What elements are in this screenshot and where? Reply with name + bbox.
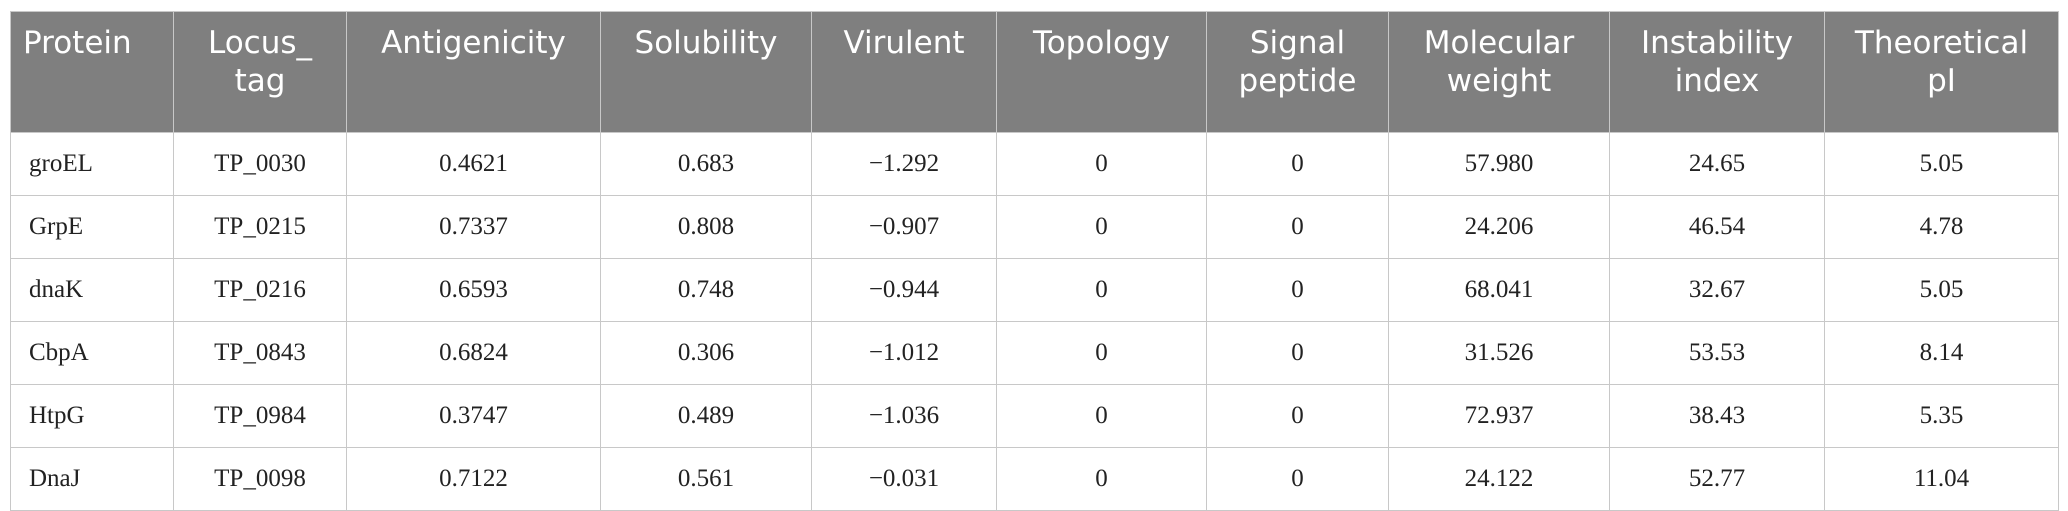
table-cell: 0.306 [600, 321, 812, 385]
table-cell: 0 [1206, 195, 1389, 259]
table-cell: GrpE [10, 195, 174, 259]
table-cell: 0 [996, 132, 1207, 196]
table-body: groEL TP_0030 0.4621 0.683 −1.292 0 0 57.980 24.… [10, 132, 2059, 511]
table-cell: 5.05 [1824, 132, 2059, 196]
header-cell: Locus_ tag [173, 11, 347, 133]
table-cell: 0 [996, 258, 1207, 322]
table-cell: 52.77 [1609, 447, 1825, 511]
table-cell: 5.05 [1824, 258, 2059, 322]
table-cell: 24.122 [1388, 447, 1610, 511]
table-cell: 0.6824 [346, 321, 601, 385]
table-cell: 0 [1206, 321, 1389, 385]
table-cell: DnaJ [10, 447, 174, 511]
table-cell: TP_0030 [173, 132, 347, 196]
table-cell: −0.907 [811, 195, 997, 259]
table-cell: 0 [1206, 132, 1389, 196]
header-cell: Antigenicity [346, 11, 601, 133]
table-cell: 0 [996, 321, 1207, 385]
table-cell: 24.206 [1388, 195, 1610, 259]
table-cell: −0.031 [811, 447, 997, 511]
table-cell: 0 [1206, 258, 1389, 322]
table-cell: 0 [996, 384, 1207, 448]
table-cell: 0.7337 [346, 195, 601, 259]
header-cell: Theoretical pI [1824, 11, 2059, 133]
table-cell: TP_0843 [173, 321, 347, 385]
table-cell: 46.54 [1609, 195, 1825, 259]
table-cell: 38.43 [1609, 384, 1825, 448]
table-cell: 24.65 [1609, 132, 1825, 196]
table-cell: TP_0216 [173, 258, 347, 322]
table-cell: HtpG [10, 384, 174, 448]
table-cell: 0 [1206, 447, 1389, 511]
table-row: CbpA TP_0843 0.6824 0.306 −1.012 0 0 31.526 53.5… [10, 321, 2059, 385]
table-cell: 4.78 [1824, 195, 2059, 259]
table-cell: 0.3747 [346, 384, 601, 448]
table-cell: 0 [996, 447, 1207, 511]
table-cell: 0.748 [600, 258, 812, 322]
table-cell: 5.35 [1824, 384, 2059, 448]
table-cell: 0.6593 [346, 258, 601, 322]
table-cell: 0 [1206, 384, 1389, 448]
table-row: DnaJ TP_0098 0.7122 0.561 −0.031 0 0 24.122 52.7… [10, 447, 2059, 511]
table-cell: TP_0098 [173, 447, 347, 511]
table-cell: 0.561 [600, 447, 812, 511]
header-cell: Protein [10, 11, 174, 133]
table-cell: 72.937 [1388, 384, 1610, 448]
table-cell: −0.944 [811, 258, 997, 322]
table-cell: 68.041 [1388, 258, 1610, 322]
header-cell: Molecular weight [1388, 11, 1610, 133]
table-row: GrpE TP_0215 0.7337 0.808 −0.907 0 0 24.206 46.5… [10, 195, 2059, 259]
table-row: groEL TP_0030 0.4621 0.683 −1.292 0 0 57.980 24.… [10, 132, 2059, 196]
data-table: Protein Locus_ tag Antigenicity Solubility V… [10, 11, 2059, 511]
table-cell: 31.526 [1388, 321, 1610, 385]
header-cell: Instability index [1609, 11, 1825, 133]
table-cell: dnaK [10, 258, 174, 322]
table-row: dnaK TP_0216 0.6593 0.748 −0.944 0 0 68.041 32.6… [10, 258, 2059, 322]
table-cell: 0.7122 [346, 447, 601, 511]
table-row: HtpG TP_0984 0.3747 0.489 −1.036 0 0 72.937 38.4… [10, 384, 2059, 448]
table-cell: −1.292 [811, 132, 997, 196]
table-cell: 11.04 [1824, 447, 2059, 511]
table-cell: 0.489 [600, 384, 812, 448]
table-cell: 0.4621 [346, 132, 601, 196]
table-cell: TP_0215 [173, 195, 347, 259]
table-cell: 8.14 [1824, 321, 2059, 385]
table-cell: 0 [996, 195, 1207, 259]
header-cell: Virulent [811, 11, 997, 133]
header-cell: Signal peptide [1206, 11, 1389, 133]
table-cell: −1.036 [811, 384, 997, 448]
table-cell: 32.67 [1609, 258, 1825, 322]
table-cell: 0.808 [600, 195, 812, 259]
table-cell: 0.683 [600, 132, 812, 196]
header-cell: Topology [996, 11, 1207, 133]
table-cell: −1.012 [811, 321, 997, 385]
header-cell: Solubility [600, 11, 812, 133]
table-cell: TP_0984 [173, 384, 347, 448]
table-cell: 53.53 [1609, 321, 1825, 385]
header-row: Protein Locus_ tag Antigenicity Solubility V… [10, 11, 2059, 133]
table-cell: CbpA [10, 321, 174, 385]
table-cell: groEL [10, 132, 174, 196]
table-cell: 57.980 [1388, 132, 1610, 196]
